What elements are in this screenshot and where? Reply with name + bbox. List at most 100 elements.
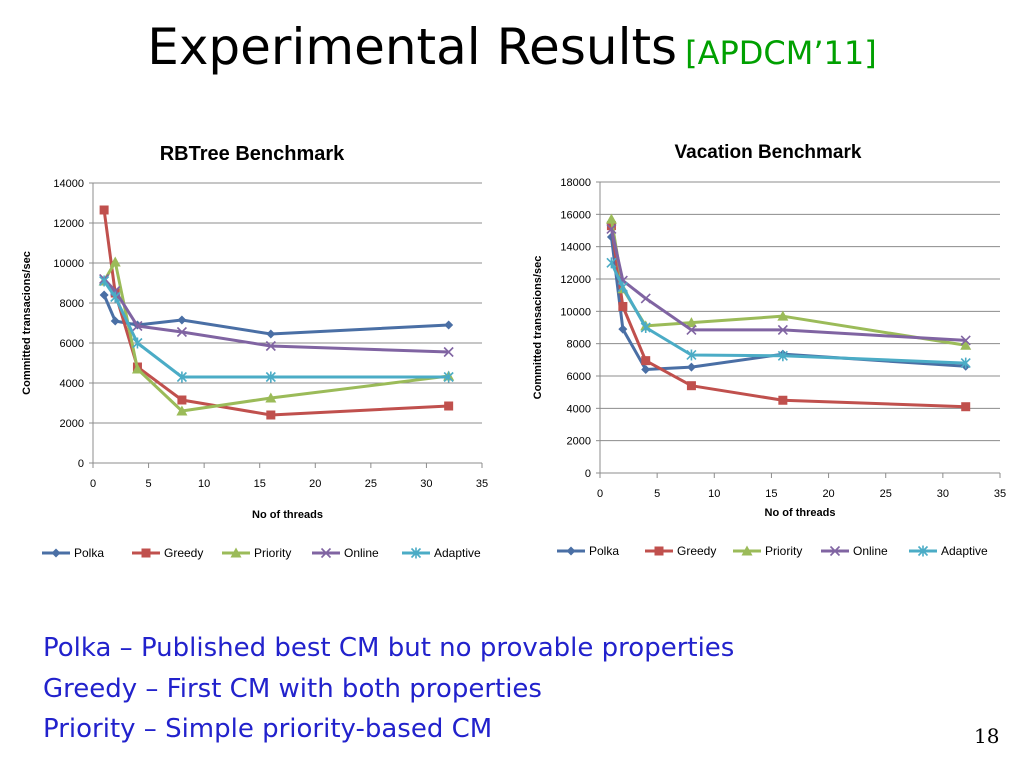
data-point-priority — [265, 392, 277, 403]
x-tick-label: 15 — [765, 488, 777, 500]
data-point-priority — [777, 310, 789, 321]
series-line-polka — [609, 236, 966, 372]
series-line-online — [103, 277, 449, 354]
legend-item-adaptive: Adaptive — [909, 544, 988, 558]
y-tick-label: 12000 — [53, 218, 84, 230]
data-point-greedy — [618, 301, 628, 311]
series-polka — [99, 290, 454, 339]
y-tick-label: 0 — [585, 468, 591, 480]
legend-marker — [829, 545, 841, 557]
y-tick-label: 8000 — [567, 339, 591, 351]
y-tick-label: 10000 — [560, 306, 591, 318]
bullet-list: Polka – Published best CM but no provabl… — [43, 628, 734, 750]
series-line-greedy — [102, 209, 449, 417]
legend-marker — [410, 547, 422, 559]
data-point-greedy — [778, 395, 788, 405]
x-tick-label: 10 — [708, 488, 720, 500]
y-axis-label: Committed transacions/sec — [532, 256, 544, 400]
legend-label: Priority — [254, 546, 291, 560]
data-point-adaptive — [176, 371, 187, 383]
legend-label: Adaptive — [941, 544, 988, 558]
x-tick-label: 5 — [146, 478, 152, 490]
series-line-priority — [102, 260, 449, 413]
data-point-online — [606, 223, 617, 234]
legend-marker — [741, 545, 753, 556]
data-point-polka — [641, 365, 651, 375]
legend-marker — [566, 546, 576, 556]
y-tick-label: 18000 — [560, 177, 591, 189]
x-tick-label: 20 — [309, 478, 321, 490]
data-point-adaptive — [99, 275, 110, 287]
legend-item-greedy: Greedy — [645, 544, 716, 558]
bullet-priority: Priority – Simple priority-based CM — [43, 714, 493, 744]
y-tick-label: 14000 — [560, 242, 591, 254]
y-tick-label: 10000 — [53, 258, 84, 270]
x-axis-label: No of threads — [252, 509, 323, 521]
legend-label: Polka — [74, 546, 104, 560]
data-point-polka — [686, 362, 696, 372]
data-point-online — [265, 340, 276, 352]
legend-label: Greedy — [164, 546, 203, 560]
legend-marker — [654, 546, 664, 556]
legend-label: Priority — [765, 544, 802, 558]
data-point-online — [132, 320, 143, 332]
slide-title: Experimental Results [APDCM’11] — [0, 18, 1024, 76]
data-point-adaptive — [606, 257, 617, 269]
x-tick-label: 15 — [254, 478, 266, 490]
series-adaptive — [99, 275, 454, 383]
legend-label: Greedy — [677, 544, 716, 558]
legend-item-online: Online — [312, 546, 379, 560]
legend-item-polka: Polka — [557, 544, 619, 558]
data-point-greedy — [444, 401, 454, 411]
series-line-priority — [609, 218, 966, 347]
data-point-priority — [109, 256, 121, 267]
data-point-adaptive — [617, 281, 628, 293]
y-tick-label: 6000 — [567, 371, 591, 383]
data-point-polka — [266, 329, 276, 339]
y-tick-label: 8000 — [60, 298, 84, 310]
x-tick-label: 35 — [476, 478, 488, 490]
data-point-greedy — [177, 395, 187, 405]
data-point-adaptive — [132, 337, 143, 349]
x-axis-label: No of threads — [765, 507, 836, 519]
data-point-online — [777, 324, 788, 335]
data-point-adaptive — [777, 350, 788, 362]
data-point-greedy — [961, 402, 971, 412]
legend-item-adaptive: Adaptive — [402, 546, 481, 560]
x-tick-label: 0 — [597, 488, 603, 500]
series-greedy — [99, 205, 454, 420]
series-priority — [98, 256, 455, 416]
data-point-online — [443, 346, 454, 358]
legend-label: Adaptive — [434, 546, 481, 560]
y-tick-label: 14000 — [53, 178, 84, 190]
data-point-adaptive — [640, 322, 651, 333]
data-point-adaptive — [960, 357, 971, 369]
slide-reference: [APDCM’11] — [685, 34, 877, 72]
vacation-chart: Vacation Benchmark 0 2000 4000 6000 8000 10000… — [532, 142, 1006, 558]
data-point-polka — [177, 315, 187, 325]
y-axis-label: Committed transacions/sec — [21, 251, 33, 395]
data-point-adaptive — [686, 349, 697, 361]
legend-marker — [51, 548, 61, 558]
y-tick-label: 6000 — [60, 338, 84, 350]
data-point-online — [640, 293, 651, 304]
y-tick-label: 2000 — [567, 436, 591, 448]
y-tick-label: 4000 — [567, 403, 591, 415]
legend-label: Online — [853, 544, 888, 558]
x-tick-label: 25 — [365, 478, 377, 490]
rbtree-chart: RBTree Benchmark 0 2000 4000 6000 8000 10000 12… — [21, 143, 488, 560]
data-point-adaptive — [443, 371, 454, 383]
data-point-priority — [176, 405, 188, 416]
legend-marker — [141, 548, 151, 558]
series-adaptive — [606, 257, 971, 369]
data-point-greedy — [686, 381, 696, 391]
data-point-priority — [685, 317, 697, 328]
chart-title: RBTree Benchmark — [160, 143, 345, 165]
data-point-priority — [960, 339, 972, 350]
x-tick-label: 30 — [937, 488, 949, 500]
x-tick-label: 0 — [90, 478, 96, 490]
data-point-priority — [131, 363, 143, 374]
y-tick-label: 2000 — [60, 418, 84, 430]
y-tick-label: 12000 — [560, 274, 591, 286]
data-point-greedy — [266, 410, 276, 420]
